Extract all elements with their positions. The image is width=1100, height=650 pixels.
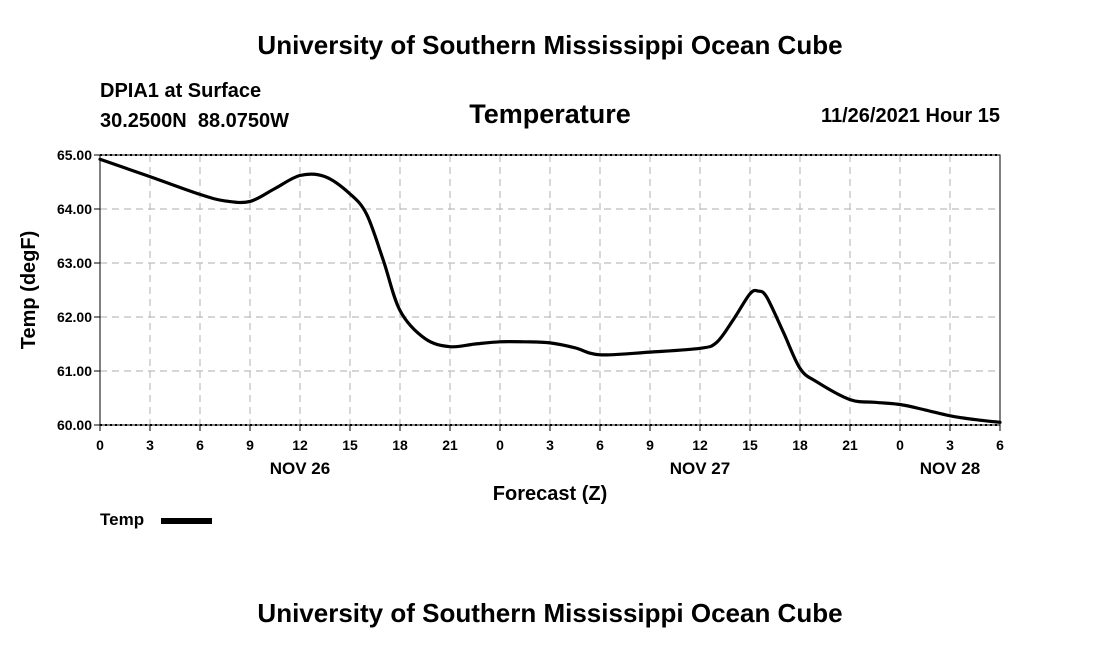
x-tick-label: 12 (292, 437, 308, 453)
x-tick-label: 9 (646, 437, 654, 453)
x-axis-label: Forecast (Z) (493, 483, 607, 505)
x-tick-label: 12 (692, 437, 708, 453)
series-temp-line (98, 157, 1002, 424)
grid-lines (100, 155, 1000, 425)
station-name: DPIA1 at Surface (100, 80, 262, 102)
legend-label-temp: Temp (100, 510, 144, 529)
chart-title: Temperature (469, 99, 631, 129)
x-tick-label: 6 (996, 437, 1004, 453)
legend: Temp (100, 510, 212, 529)
x-tick-label: 0 (496, 437, 504, 453)
x-tick-label: 18 (792, 437, 808, 453)
x-tick-label: 21 (842, 437, 858, 453)
station-longitude: 88.0750W (197, 110, 290, 132)
y-axis-label: Temp (degF) (18, 231, 40, 350)
x-tick-label: 3 (146, 437, 154, 453)
x-tick-label: 3 (546, 437, 554, 453)
x-tick-label: 15 (742, 437, 758, 453)
x-tick-label: 9 (246, 437, 254, 453)
x-tick-label: 0 (96, 437, 104, 453)
day-label: NOV 28 (920, 459, 980, 478)
x-tick-label: 3 (946, 437, 954, 453)
y-tick-label: 60.00 (57, 417, 92, 433)
x-tick-label: 6 (596, 437, 604, 453)
valid-time: 11/26/2021 Hour 15 (820, 105, 1000, 127)
x-tick-label: 15 (342, 437, 358, 453)
y-tick-label: 62.00 (57, 309, 92, 325)
tick-labels: 0 3 6 9 12 15 18 21 0 3 6 9 12 15 18 21 0 3 6 60.00 61.00 62.… (57, 147, 1004, 478)
station-latitude: 30.2500N (100, 110, 187, 132)
station-info: DPIA1 at Surface 30.2500N 88.0750W (100, 76, 289, 136)
org-title-top: University of Southern Mississippi Ocean… (257, 30, 843, 60)
org-title-bottom: University of Southern Mississippi Ocean… (257, 598, 843, 628)
day-label: NOV 26 (270, 459, 330, 478)
y-tick-label: 63.00 (57, 255, 92, 271)
day-label: NOV 27 (670, 459, 730, 478)
x-tick-label: 18 (392, 437, 408, 453)
station-coordinates: 30.2500N 88.0750W (100, 106, 289, 136)
y-tick-label: 64.00 (57, 201, 92, 217)
axis-ticks (94, 154, 1001, 431)
x-tick-label: 0 (896, 437, 904, 453)
y-tick-label: 61.00 (57, 363, 92, 379)
x-tick-label: 21 (442, 437, 458, 453)
y-tick-label: 65.00 (57, 147, 92, 163)
x-tick-label: 6 (196, 437, 204, 453)
